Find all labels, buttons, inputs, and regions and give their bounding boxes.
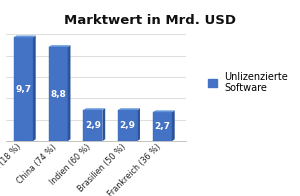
Text: 9,7: 9,7 [15, 85, 32, 94]
Polygon shape [172, 110, 175, 141]
Text: 8,8: 8,8 [50, 90, 66, 99]
Polygon shape [33, 35, 36, 141]
Polygon shape [49, 45, 70, 47]
Text: Marktwert in Mrd. USD: Marktwert in Mrd. USD [64, 14, 236, 27]
Legend: Unlizenzierte
Software: Unlizenzierte Software [204, 68, 292, 97]
Text: 2,9: 2,9 [85, 121, 101, 130]
FancyBboxPatch shape [118, 110, 137, 141]
Text: 2,7: 2,7 [154, 122, 170, 131]
Polygon shape [153, 110, 175, 112]
Polygon shape [83, 108, 105, 110]
Polygon shape [118, 108, 140, 110]
Polygon shape [137, 108, 140, 141]
Polygon shape [14, 35, 36, 37]
FancyBboxPatch shape [49, 47, 68, 141]
FancyBboxPatch shape [153, 112, 172, 141]
FancyBboxPatch shape [83, 110, 102, 141]
Text: 2,9: 2,9 [120, 121, 136, 130]
Polygon shape [68, 45, 70, 141]
FancyBboxPatch shape [14, 37, 33, 141]
Polygon shape [102, 108, 105, 141]
